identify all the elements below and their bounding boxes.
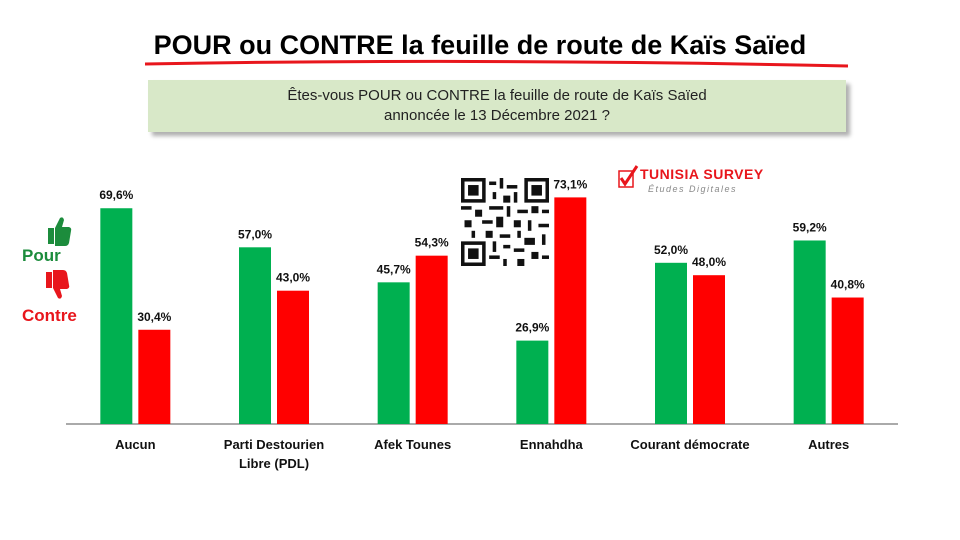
bar-contre-2 (415, 255, 448, 424)
question-line-2: annoncée le 13 Décembre 2021 ? (384, 107, 610, 124)
data-label-pour-4: 52,0% (654, 243, 688, 257)
thumbs-down-icon (46, 270, 70, 299)
legend-contre: Contre (22, 306, 77, 325)
category-label-3: Ennahdha (520, 437, 584, 452)
data-label-pour-0: 69,6% (99, 188, 133, 202)
bar-contre-5 (831, 297, 864, 424)
data-label-contre-4: 48,0% (692, 255, 726, 269)
data-label-pour-1: 57,0% (238, 227, 272, 241)
bar-contre-3 (554, 197, 587, 424)
chart-title: POUR ou CONTRE la feuille de route de Ka… (153, 30, 807, 60)
category-label-4: Courant démocrate (630, 437, 749, 452)
category-label-5: Autres (808, 437, 849, 452)
category-label-1-line-1: Libre (PDL) (239, 456, 309, 471)
question-line-1: Êtes-vous POUR ou CONTRE la feuille de r… (287, 87, 707, 104)
bar-contre-4 (693, 275, 725, 424)
category-label-1-line-0: Parti Destourien (224, 437, 324, 452)
qr-code-icon (461, 178, 549, 266)
bar-pour-4 (655, 262, 687, 424)
logo-tagline: Études Digitales (648, 184, 738, 194)
data-label-contre-2: 54,3% (415, 236, 449, 250)
data-label-contre-5: 40,8% (831, 278, 865, 292)
data-label-contre-1: 43,0% (276, 271, 310, 285)
data-label-pour-5: 59,2% (793, 220, 827, 234)
bar-contre-1 (277, 290, 309, 424)
title-underline (144, 59, 849, 68)
legend-pour: Pour (22, 246, 61, 265)
data-label-pour-3: 26,9% (515, 321, 549, 335)
data-label-contre-0: 30,4% (137, 310, 171, 324)
bar-pour-2 (377, 282, 410, 424)
bar-pour-0 (100, 208, 133, 424)
category-label-2: Afek Tounes (374, 437, 451, 452)
category-label-0: Aucun (115, 437, 156, 452)
question-box: Êtes-vous POUR ou CONTRE la feuille de r… (148, 80, 846, 132)
thumbs-up-icon (48, 217, 72, 246)
checkmark-logo-icon (618, 165, 639, 188)
bar-pour-1 (239, 247, 271, 424)
data-label-pour-2: 45,7% (377, 262, 411, 276)
bar-pour-5 (793, 240, 826, 424)
bar-contre-0 (138, 329, 171, 424)
data-label-contre-3: 73,1% (553, 177, 587, 191)
logo-name: TUNISIA SURVEY (640, 166, 764, 182)
bar-pour-3 (516, 340, 549, 424)
